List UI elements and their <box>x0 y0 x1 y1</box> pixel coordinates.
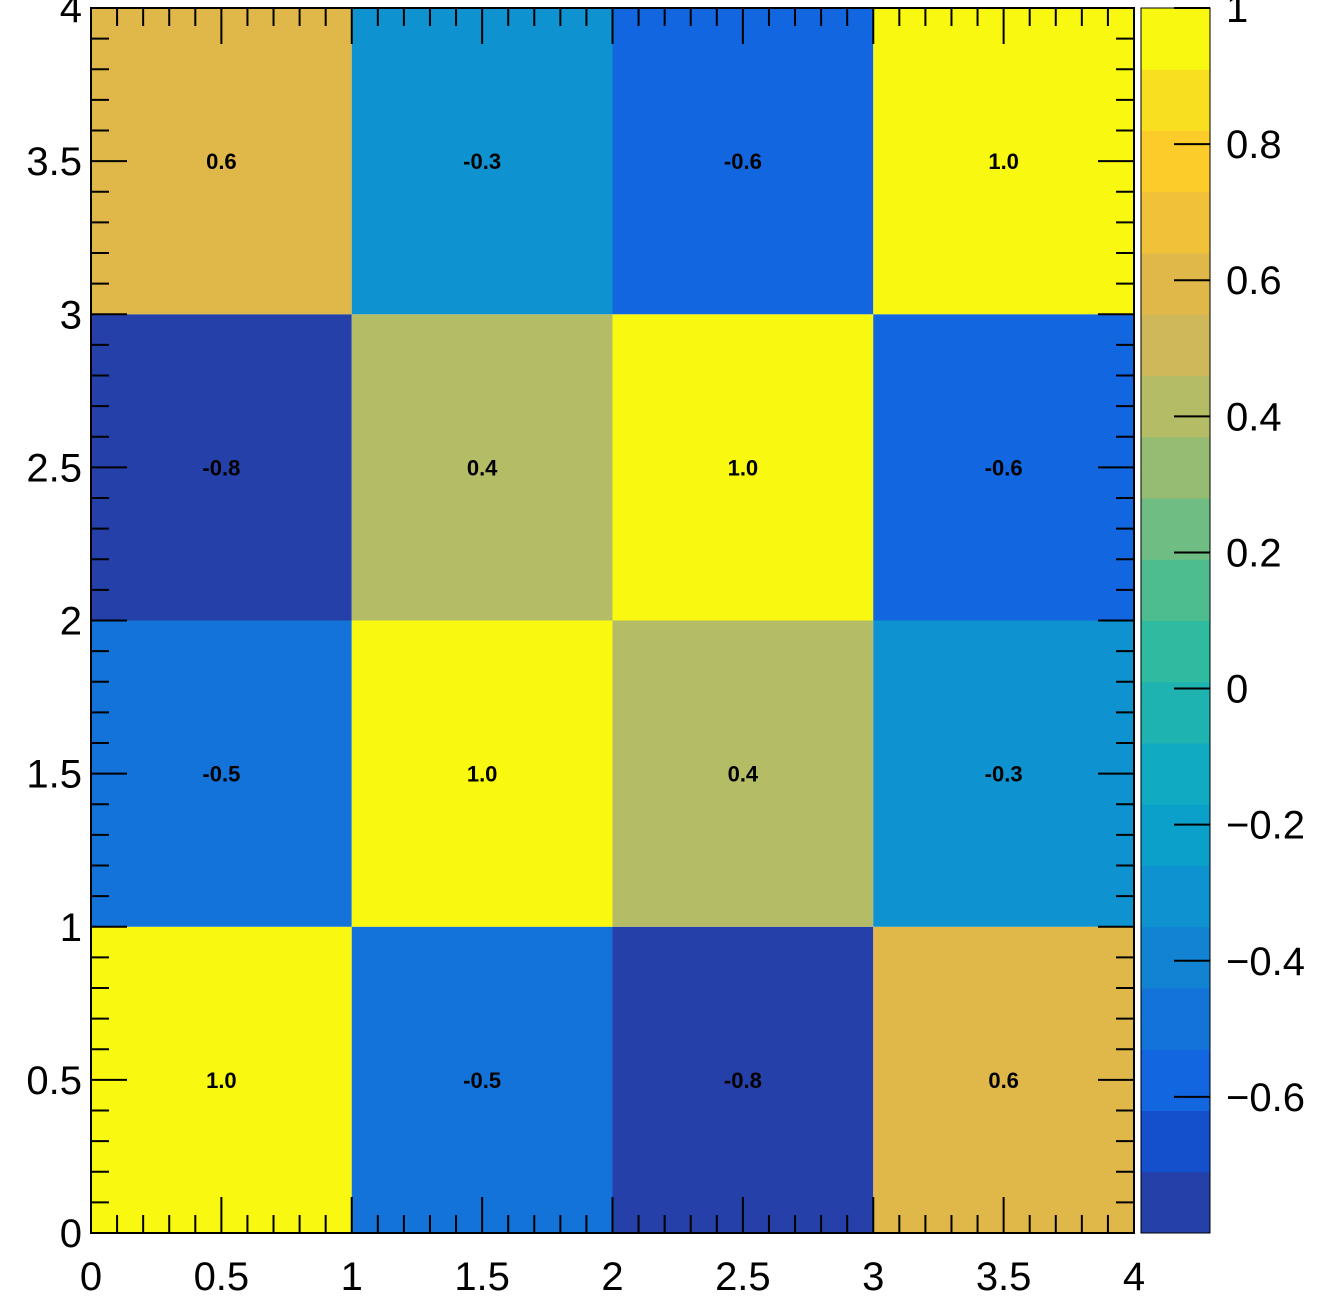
cell-value-label: 0.4 <box>467 455 498 480</box>
cell-value-label: 0.6 <box>206 149 237 174</box>
colorbar-segment <box>1141 804 1210 866</box>
x-tick-label: 2 <box>601 1255 623 1299</box>
colorbar-segment <box>1141 743 1210 805</box>
colorbar <box>1140 7 1211 1234</box>
colorbar-tick-label: 1 <box>1226 0 1248 31</box>
colorbar-segment <box>1141 926 1210 989</box>
heatmap-cell <box>612 314 874 621</box>
colorbar-segment <box>1141 191 1210 254</box>
colorbar-segment <box>1141 8 1210 70</box>
colorbar-segment <box>1141 865 1210 928</box>
colorbar-tick-label: 0 <box>1226 668 1248 712</box>
cell-value-label: -0.3 <box>463 149 501 174</box>
colorbar-tick-label: 0.4 <box>1226 395 1282 439</box>
heatmap-cell <box>873 620 1134 927</box>
colorbar-tick-label: −0.2 <box>1226 804 1305 848</box>
heatmap-cell <box>351 926 613 1233</box>
colorbar-ticks <box>1174 7 1210 1098</box>
colorbar-tick-label: −0.4 <box>1226 940 1305 984</box>
x-tick-label: 1.5 <box>454 1255 510 1299</box>
y-tick-label: 1.5 <box>26 753 82 797</box>
y-tick-label: 1 <box>60 906 82 950</box>
heatmap-cell <box>351 620 613 927</box>
cell-value-label: -0.3 <box>985 762 1023 787</box>
colorbar-segment <box>1141 498 1210 560</box>
x-tick-label: 3 <box>862 1255 884 1299</box>
heatmap-cell <box>873 314 1134 621</box>
colorbar-segment <box>1141 375 1210 438</box>
heatmap-cell <box>351 8 613 315</box>
y-tick-label: 0 <box>60 1212 82 1256</box>
colorbar-segment <box>1141 559 1210 621</box>
heatmap-cell <box>351 314 613 621</box>
heatmap-cells <box>91 8 1134 1233</box>
y-tick-label: 3.5 <box>26 140 82 184</box>
cell-value-label: 0.6 <box>988 1068 1019 1093</box>
colorbar-segment <box>1141 1171 1210 1234</box>
cell-value-label: -0.6 <box>985 455 1023 480</box>
colorbar-tick-label: 0.8 <box>1226 123 1282 167</box>
cell-value-label: 1.0 <box>988 149 1019 174</box>
y-axis-tick-labels: 0 0.5 1 1.5 2 2.5 3 3.5 4 <box>26 0 82 1256</box>
y-tick-label: 2.5 <box>26 446 82 490</box>
y-tick-label: 0.5 <box>26 1059 82 1103</box>
colorbar-tick-label: 0.2 <box>1226 531 1282 575</box>
cell-value-label: -0.6 <box>724 149 762 174</box>
cell-value-label: -0.8 <box>724 1068 762 1093</box>
x-tick-label: 0 <box>80 1255 102 1299</box>
cell-value-label: 1.0 <box>728 455 759 480</box>
colorbar-tick-label: −0.6 <box>1226 1076 1305 1120</box>
cell-value-label: 1.0 <box>206 1068 237 1093</box>
heatmap-cell <box>873 8 1134 315</box>
heatmap-cell <box>612 8 874 315</box>
colorbar-tick-label: 0.6 <box>1226 259 1282 303</box>
colorbar-segment <box>1141 130 1210 193</box>
x-tick-label: 3.5 <box>976 1255 1032 1299</box>
cell-value-label: -0.8 <box>202 455 240 480</box>
colorbar-segment <box>1141 314 1210 376</box>
colorbar-tick-labels: 1 0.8 0.6 0.4 0.2 0 −0.2 −0.4 −0.6 <box>1226 0 1305 1120</box>
x-axis-ticks <box>90 8 1135 1233</box>
x-tick-label: 1 <box>341 1255 363 1299</box>
colorbar-segment <box>1141 620 1210 683</box>
y-tick-label: 2 <box>60 600 82 644</box>
y-tick-label: 4 <box>60 0 82 31</box>
x-tick-label: 4 <box>1123 1255 1145 1299</box>
heatmap-cell <box>91 926 352 1233</box>
heatmap-cell <box>612 926 874 1233</box>
colorbar-segment <box>1141 681 1210 744</box>
heatmap-cell <box>91 8 352 315</box>
x-axis-tick-labels: 0 0.5 1 1.5 2 2.5 3 3.5 4 <box>80 1255 1145 1299</box>
cell-value-label: 0.4 <box>728 762 759 787</box>
heatmap-cell-labels: 1.0 -0.5 -0.8 0.6 -0.5 1.0 0.4 -0.3 -0.8 0.4 1.0 -0… <box>202 149 1022 1093</box>
heatmap-cell <box>91 314 352 621</box>
colorbar-segment <box>1141 436 1210 499</box>
cell-value-label: 1.0 <box>467 762 498 787</box>
colorbar-segment <box>1141 253 1210 315</box>
cell-value-label: -0.5 <box>202 762 240 787</box>
x-tick-label: 0.5 <box>194 1255 250 1299</box>
colorbar-segment <box>1141 1110 1210 1173</box>
colorbar-segment <box>1141 1049 1210 1111</box>
x-tick-label: 2.5 <box>715 1255 771 1299</box>
colorbar-segment <box>1141 69 1210 131</box>
colorbar-segment <box>1141 988 1210 1050</box>
heatmap-cell <box>873 926 1134 1233</box>
y-tick-label: 3 <box>60 293 82 337</box>
y-axis-ticks <box>91 7 1134 1234</box>
cell-value-label: -0.5 <box>463 1068 501 1093</box>
heatmap-cell <box>612 620 874 927</box>
heatmap-cell <box>91 620 352 927</box>
